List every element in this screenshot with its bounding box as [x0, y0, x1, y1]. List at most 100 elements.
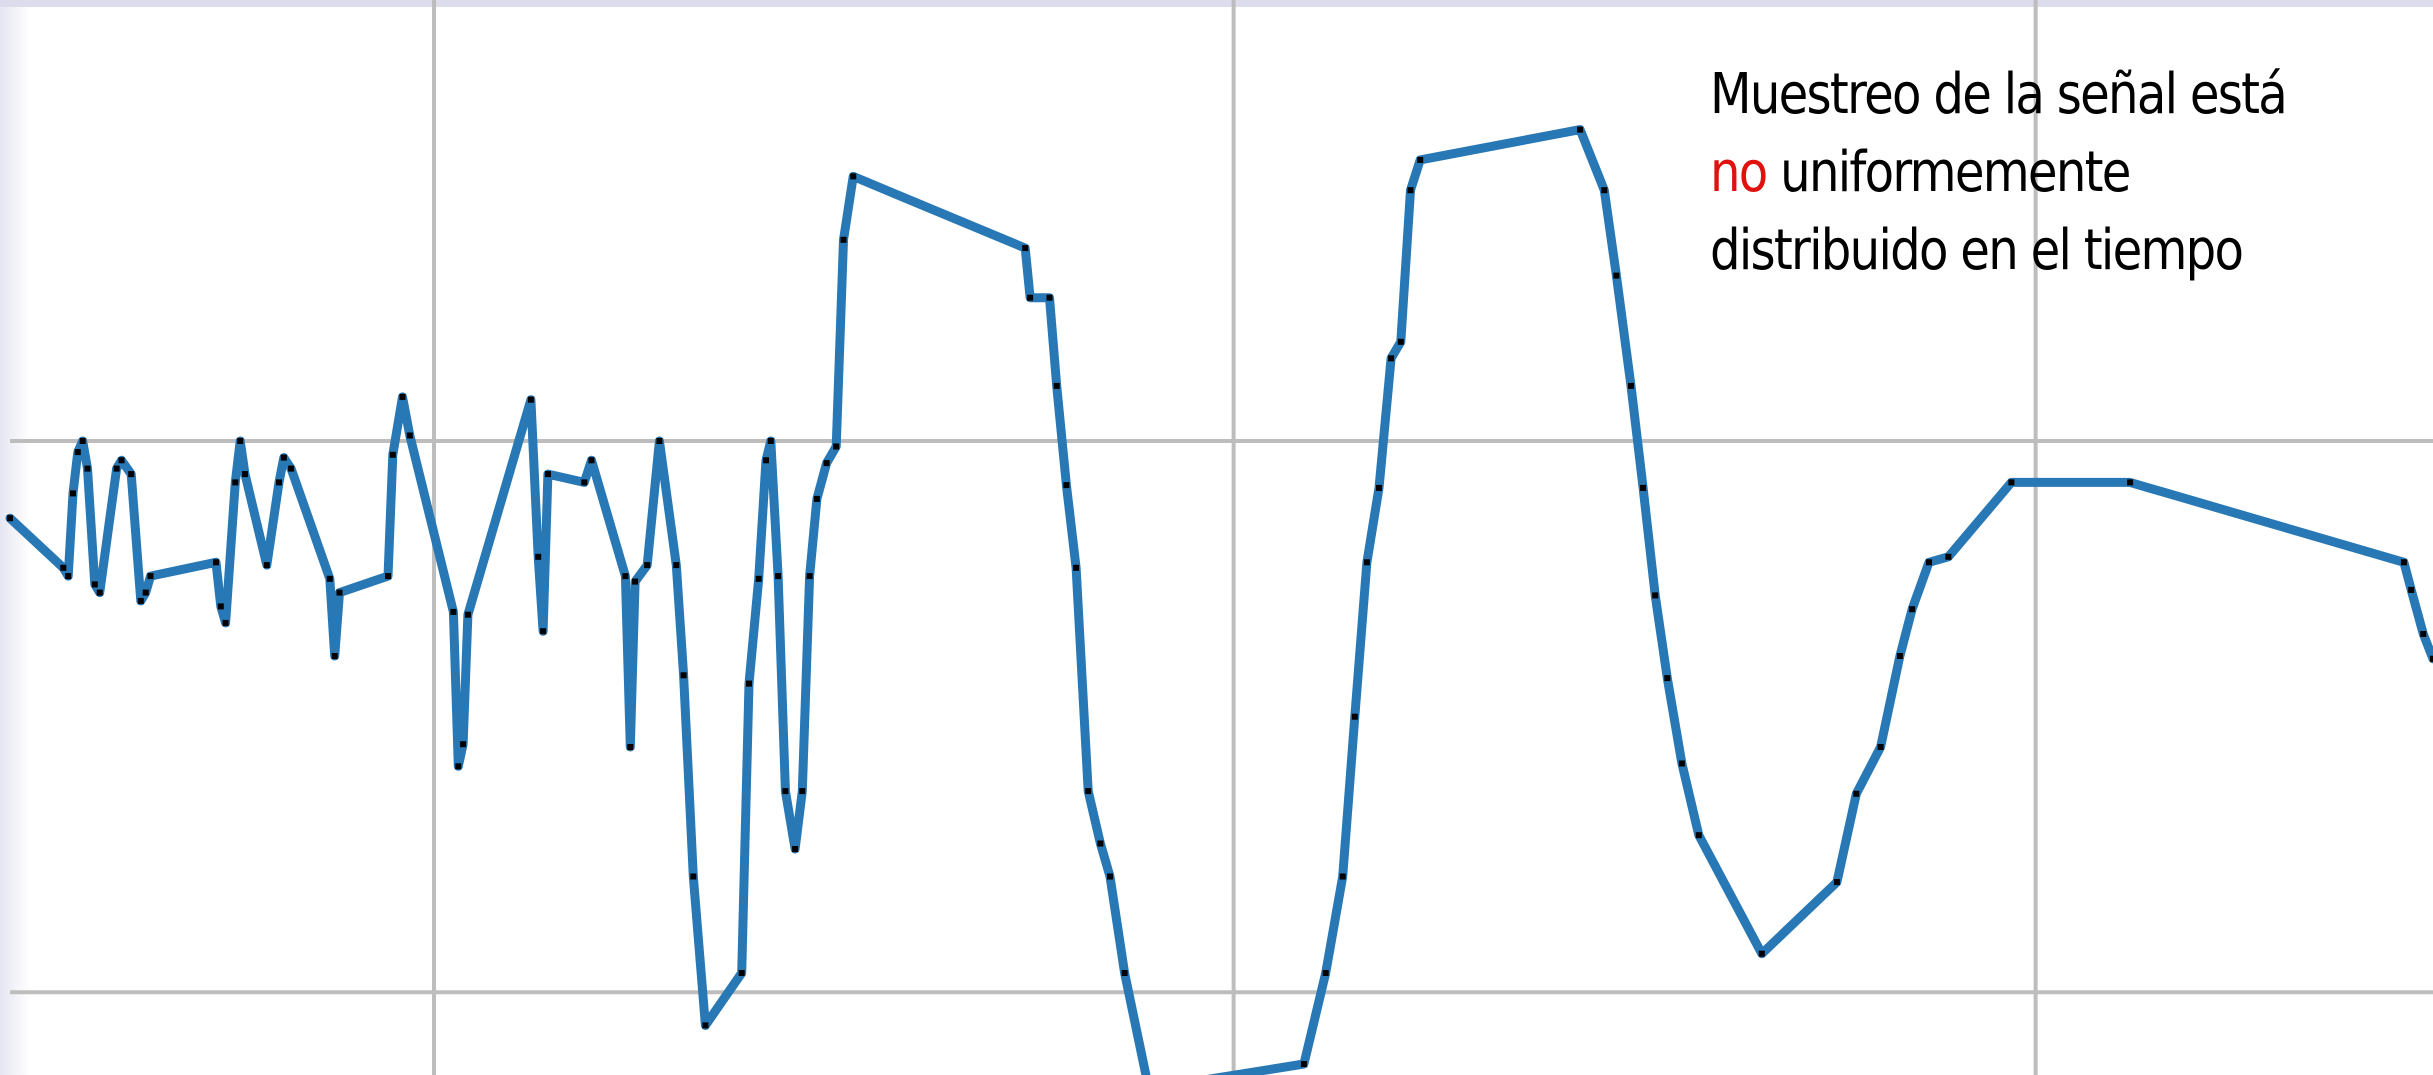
- series-line-0: [5, 125, 2433, 1075]
- sample-point-16: [217, 603, 224, 610]
- sample-point-66: [1022, 245, 1029, 252]
- sample-point-58: [792, 846, 799, 852]
- sample-point-43: [627, 744, 634, 750]
- sample-point-41: [588, 457, 595, 464]
- sample-point-36: [527, 396, 534, 403]
- sample-point-54: [763, 457, 769, 464]
- sample-point-11: [128, 471, 135, 478]
- sample-point-5: [79, 438, 86, 444]
- sample-point-97: [1833, 879, 1840, 886]
- sample-point-103: [1945, 553, 1952, 560]
- sample-point-81: [1363, 559, 1370, 566]
- sample-point-28: [385, 573, 391, 580]
- sample-point-38: [540, 628, 547, 635]
- sample-point-27: [336, 589, 343, 596]
- sample-point-88: [1601, 187, 1608, 194]
- sample-point-74: [1107, 873, 1113, 880]
- sample-point-80: [1351, 713, 1358, 720]
- sample-point-22: [276, 479, 282, 486]
- sample-point-24: [288, 465, 295, 472]
- chart-annotation: Muestreo de la señal está no uniformemen…: [1710, 56, 2312, 290]
- sample-point-68: [1046, 294, 1053, 301]
- sample-point-107: [2408, 586, 2415, 593]
- sample-point-90: [1628, 382, 1634, 389]
- annotation-highlight: no: [1710, 140, 1768, 205]
- sample-point-92: [1652, 592, 1659, 599]
- sample-point-109: [2430, 655, 2433, 662]
- sample-point-99: [1877, 744, 1884, 750]
- sample-point-100: [1896, 653, 1903, 659]
- sample-point-14: [147, 573, 154, 580]
- sample-point-77: [1300, 1061, 1307, 1067]
- sample-point-49: [690, 873, 697, 880]
- sample-point-104: [2008, 479, 2015, 486]
- sample-point-30: [399, 393, 406, 400]
- sample-point-44: [632, 578, 639, 585]
- sample-point-23: [280, 454, 287, 461]
- sample-point-50: [702, 1022, 709, 1029]
- sample-point-83: [1388, 355, 1395, 362]
- sample-point-71: [1073, 564, 1080, 571]
- sample-point-48: [680, 672, 687, 679]
- sample-point-56: [775, 573, 782, 580]
- sample-point-35: [464, 611, 471, 618]
- sample-point-108: [2420, 631, 2427, 637]
- sample-point-39: [544, 471, 551, 478]
- sample-point-69: [1053, 382, 1060, 389]
- sample-point-18: [232, 479, 239, 486]
- sample-point-62: [823, 460, 830, 467]
- series-layer: [5, 125, 2433, 1075]
- sample-point-78: [1322, 970, 1329, 976]
- sample-point-51: [738, 970, 745, 976]
- sample-point-105: [2127, 479, 2134, 486]
- sample-point-87: [1577, 126, 1584, 133]
- sample-point-70: [1063, 482, 1070, 489]
- sample-point-47: [673, 562, 680, 569]
- sample-point-89: [1613, 272, 1620, 279]
- sample-point-37: [535, 553, 542, 560]
- sample-point-101: [1909, 606, 1916, 613]
- sample-point-55: [767, 438, 774, 444]
- sample-point-8: [96, 589, 103, 596]
- sample-point-13: [142, 589, 149, 596]
- sample-point-40: [581, 479, 588, 486]
- sample-point-102: [1926, 559, 1932, 566]
- sample-point-32: [450, 608, 457, 615]
- sample-point-65: [850, 173, 857, 180]
- sample-point-95: [1695, 832, 1702, 839]
- sample-point-53: [755, 575, 762, 582]
- sample-point-33: [455, 763, 462, 770]
- sample-point-6: [84, 465, 91, 472]
- sample-point-57: [782, 788, 789, 795]
- annotation-suffix: uniformemente distribuido en el tiempo: [1710, 140, 2244, 283]
- sample-point-9: [113, 465, 120, 472]
- sample-point-7: [91, 581, 98, 588]
- sample-point-25: [326, 575, 333, 582]
- sample-point-15: [213, 559, 219, 566]
- sample-point-21: [263, 562, 270, 569]
- sample-point-4: [74, 449, 81, 456]
- sample-point-59: [799, 788, 806, 795]
- sample-point-63: [833, 443, 840, 450]
- sample-point-3: [70, 490, 76, 497]
- sample-point-79: [1339, 873, 1346, 880]
- sample-point-67: [1027, 294, 1034, 301]
- sample-point-1: [60, 564, 67, 571]
- top-border-strip: [0, 0, 2433, 7]
- sample-point-31: [406, 432, 413, 439]
- sample-point-85: [1407, 187, 1414, 194]
- sample-point-12: [137, 597, 144, 604]
- sample-point-10: [118, 457, 125, 464]
- sample-point-2: [65, 573, 72, 580]
- sample-point-94: [1678, 760, 1685, 767]
- marker-layer: [7, 126, 2433, 1067]
- sample-point-42: [622, 573, 629, 580]
- sample-point-73: [1097, 840, 1104, 847]
- sample-point-60: [806, 573, 813, 580]
- sample-point-20: [242, 471, 248, 478]
- sample-point-64: [840, 236, 847, 243]
- sample-point-84: [1397, 338, 1404, 345]
- sample-point-106: [2400, 559, 2407, 566]
